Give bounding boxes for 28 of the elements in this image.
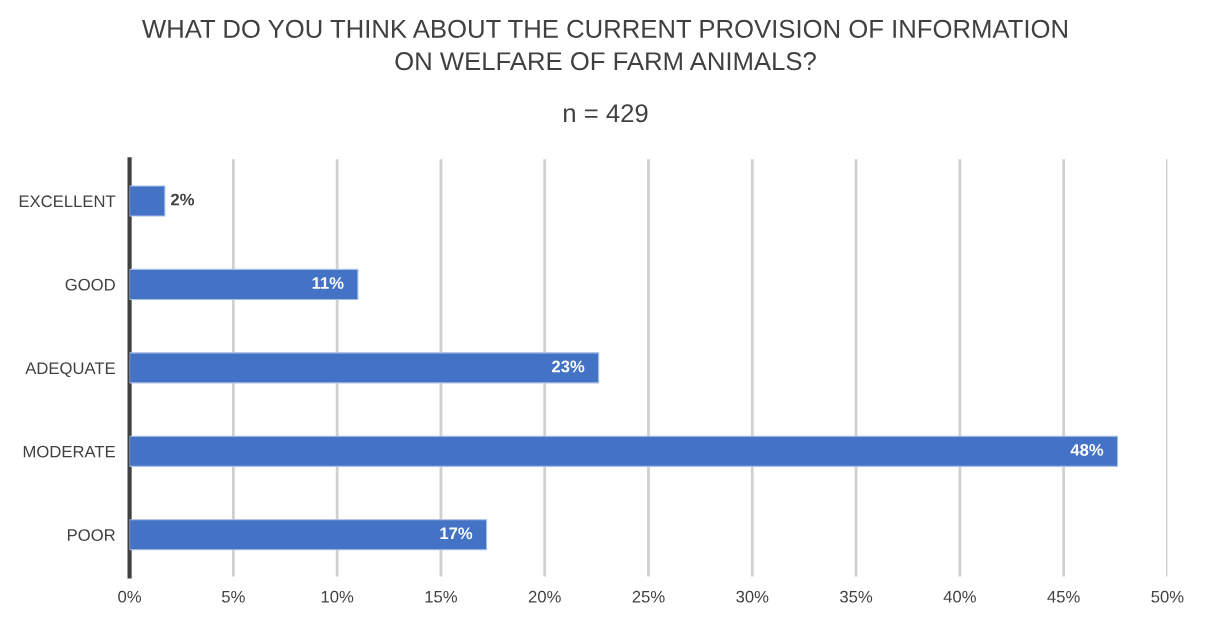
x-tick-label: 40% — [943, 590, 976, 603]
x-tick-label: 25% — [632, 590, 665, 603]
y-tick-label: MODERATE — [23, 445, 115, 458]
x-tick-label: 30% — [736, 590, 769, 603]
x-tick-label: 10% — [321, 590, 354, 603]
x-tick-label: 50% — [1151, 590, 1184, 603]
y-tick-label: EXCELLENT — [19, 195, 116, 208]
bar — [129, 352, 600, 384]
chart-subtitle: n = 429 — [563, 104, 648, 123]
data-label: 2% — [171, 193, 195, 206]
y-tick-label: ADEQUATE — [25, 362, 115, 378]
x-tick-label: 20% — [528, 590, 561, 603]
x-tick-label: 45% — [1047, 590, 1080, 603]
data-label: 23% — [552, 360, 585, 373]
data-label: 11% — [312, 277, 344, 289]
x-tick-label: 15% — [425, 590, 458, 603]
x-tick-label: 5% — [221, 590, 245, 603]
y-tick-label: POOR — [67, 529, 115, 541]
x-tick-label: 35% — [840, 590, 873, 603]
bar — [129, 185, 166, 217]
data-label: 48% — [1070, 443, 1104, 456]
bar — [129, 435, 1119, 467]
y-tick-label: GOOD — [65, 278, 115, 291]
x-tick-label: 0% — [118, 590, 142, 603]
bar — [129, 268, 359, 300]
bar — [129, 519, 488, 551]
chart-title: WHAT DO YOU THINK ABOUT THE CURRENT PROVISION OF INFORMATION ON WELFARE OF FARM ANIMALS? — [142, 19, 1067, 71]
data-label: 17% — [440, 527, 473, 540]
